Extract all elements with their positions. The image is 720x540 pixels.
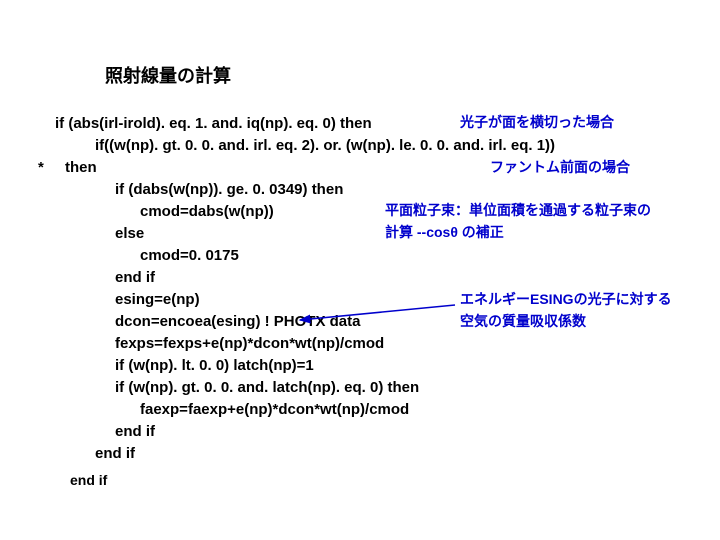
code-line-10: dcon=encoea(esing) ! PHOTX data xyxy=(115,313,360,330)
code-line-2: if((w(np). gt. 0. 0. and. irl. eq. 2). o… xyxy=(95,137,555,154)
code-line-17: end if xyxy=(70,472,107,488)
code-line-11: fexps=fexps+e(np)*dcon*wt(np)/cmod xyxy=(115,335,384,352)
code-line-7: cmod=0. 0175 xyxy=(140,247,239,264)
code-line-1: if (abs(irl-irold). eq. 1. and. iq(np). … xyxy=(55,115,372,132)
code-line-14: faexp=faexp+e(np)*dcon*wt(np)/cmod xyxy=(140,401,409,418)
comment-2: ファントム前面の場合 xyxy=(490,157,630,177)
comment-3b: 計算 --cosθ の補正 xyxy=(385,222,504,242)
comment-4b: 空気の質量吸収係数 xyxy=(460,311,586,331)
code-line-13: if (w(np). gt. 0. 0. and. latch(np). eq.… xyxy=(115,379,419,396)
code-line-3b: then xyxy=(65,159,97,176)
slide-title: 照射線量の計算 xyxy=(105,62,231,88)
comment-1: 光子が面を横切った場合 xyxy=(460,112,614,132)
code-line-5: cmod=dabs(w(np)) xyxy=(140,203,274,220)
code-line-12: if (w(np). lt. 0. 0) latch(np)=1 xyxy=(115,357,314,374)
comment-3a: 平面粒子束：単位面積を通過する粒子束の xyxy=(385,200,651,220)
code-line-3a: * xyxy=(38,159,44,176)
code-line-6: else xyxy=(115,225,144,242)
code-line-15: end if xyxy=(115,423,155,440)
code-line-8: end if xyxy=(115,269,155,286)
code-line-4: if (dabs(w(np)). ge. 0. 0349) then xyxy=(115,181,343,198)
comment-4a: エネルギーESINGの光子に対する xyxy=(460,289,672,309)
code-line-16: end if xyxy=(95,445,135,462)
code-line-9: esing=e(np) xyxy=(115,291,200,308)
